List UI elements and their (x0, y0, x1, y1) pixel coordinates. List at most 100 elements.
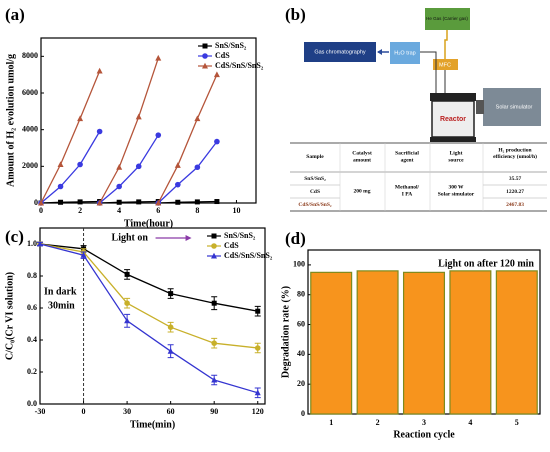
marker (124, 300, 130, 307)
node-label: He Gas (Carrier gas) (426, 16, 468, 21)
x-tick-label: 1 (329, 418, 333, 427)
node-label: H₂O trap (394, 50, 415, 56)
trap-box (390, 42, 420, 64)
y-tick-label: 4000 (22, 124, 38, 133)
series-line (39, 243, 258, 394)
annotation: 30min (48, 300, 75, 311)
cell-line: Solar simulator (438, 192, 475, 198)
legend-label: SnS/SnS₂ (224, 231, 256, 240)
marker (167, 347, 174, 354)
x-tick-label: 4 (468, 418, 472, 427)
reactor (431, 100, 475, 138)
marker (135, 113, 142, 120)
x-tick-label: 0 (82, 407, 86, 416)
y-tick-label: 0.6 (27, 303, 37, 312)
marker (174, 162, 181, 168)
marker (194, 199, 200, 205)
marker (124, 271, 130, 277)
y-tick-label: 1.0 (27, 239, 37, 248)
x-tick-label: 90 (210, 407, 218, 416)
marker (211, 300, 217, 306)
header-line: Catalyst (352, 151, 372, 157)
marker (202, 43, 208, 49)
marker (57, 161, 64, 167)
table-cell: 300 W Solar simulator (438, 185, 475, 198)
setup-diagram: (b) Gas chromatography H₂O trap He Gas (… (285, 5, 541, 142)
y-tick-label: 0 (301, 409, 305, 418)
marker (194, 115, 201, 122)
gc-box (304, 42, 376, 62)
header-line: agent (401, 158, 414, 164)
header-line: Light (450, 151, 463, 157)
table-cell: Methanol/I PA (395, 185, 420, 198)
marker (77, 161, 83, 168)
pipe (444, 30, 448, 59)
marker (116, 163, 123, 170)
y-axis-label: Amount of H₂ evolution umol/g (5, 54, 16, 187)
header-line: Sample (306, 154, 324, 160)
marker (211, 243, 217, 249)
marker (213, 71, 220, 78)
marker (124, 317, 131, 324)
y-tick-label: 40 (297, 349, 305, 358)
node-label: Gas chromatography (314, 49, 366, 55)
y-tick-label: 100 (293, 260, 305, 269)
y-tick-label: 2000 (22, 161, 38, 170)
marker (175, 181, 181, 188)
cell-line: I PA (402, 192, 412, 198)
arrow-head (185, 235, 192, 241)
mfc-box (433, 59, 458, 70)
y-tick-label: 8000 (22, 51, 38, 60)
marker (96, 67, 103, 74)
series-line (39, 243, 258, 312)
x-tick-label: 3 (422, 418, 426, 427)
plot-frame (40, 37, 257, 204)
series-line (40, 57, 218, 204)
table-header: Sacrificial agent (395, 151, 419, 164)
marker (136, 199, 142, 205)
table-header: H₂ production efficiency (umol/h) (493, 148, 537, 161)
y-tick-label: 0.2 (27, 367, 37, 376)
y-tick-label: 60 (297, 319, 305, 328)
y-tick-label: 0.0 (27, 399, 37, 408)
y-tick-label: 0.4 (27, 335, 37, 344)
x-tick-label: 0 (39, 206, 43, 215)
header-line: amount (353, 158, 371, 164)
marker (57, 183, 64, 190)
x-tick-label: 4 (117, 206, 121, 215)
annotation: Light on (112, 232, 149, 243)
legend-label: SnS/SnS₂ (215, 41, 247, 50)
marker (80, 251, 87, 258)
stirrer (430, 137, 476, 142)
cell-line: Methanol/ (395, 185, 420, 191)
legend-label: CdS (215, 51, 230, 60)
marker (202, 62, 208, 69)
marker (37, 240, 43, 247)
header-line: H₂ production (498, 148, 531, 154)
table-cell: SnS/SnS₂ (304, 176, 326, 182)
marker (155, 132, 162, 138)
x-tick-label: 2 (78, 206, 82, 215)
node-label: Reactor (440, 116, 466, 123)
x-axis-label: Time(min) (130, 419, 175, 430)
bar (310, 271, 353, 415)
header-line: source (448, 158, 464, 164)
panel-label: (c) (5, 227, 24, 246)
marker (77, 199, 83, 205)
header-line: efficiency (umol/h) (493, 153, 537, 160)
x-axis-label: Time(hour) (124, 218, 173, 229)
legend-label: CdS/SnS/SnS₂ (224, 251, 273, 260)
y-tick-label: 80 (297, 290, 305, 299)
plot-frame (39, 227, 266, 405)
table-cell: CdS/SnS/SnS₂ (298, 202, 331, 208)
marker (167, 324, 174, 331)
reactor-lid (430, 93, 476, 101)
x-tick-label: 5 (515, 418, 519, 427)
marker (58, 199, 64, 205)
marker (135, 163, 142, 170)
lamp (476, 100, 484, 114)
x-tick-label: 6 (156, 206, 160, 215)
series-line (40, 131, 218, 204)
legend-label: CdS (224, 241, 239, 250)
table-cell: 1220.27 (506, 189, 524, 195)
